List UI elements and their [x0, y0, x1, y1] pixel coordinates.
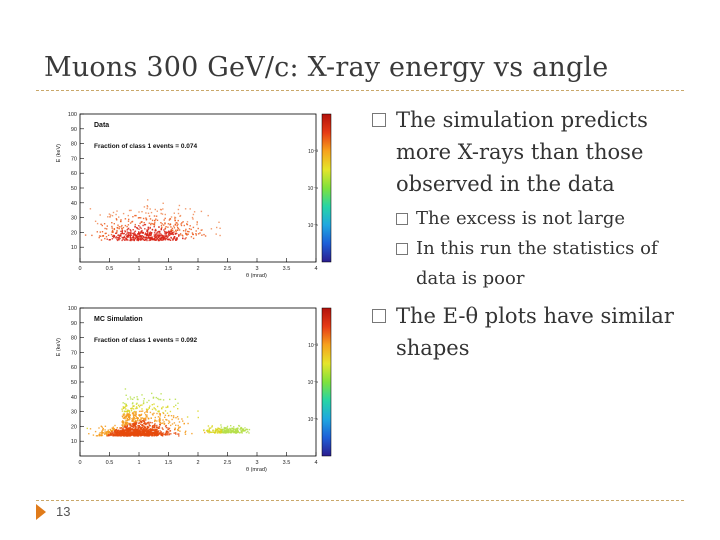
x-tick-label: 2	[196, 460, 199, 466]
y-axis-label: E (keV)	[56, 144, 62, 163]
x-tick-label: 1	[137, 266, 140, 272]
plot-annotation: Fraction of class 1 events = 0.074	[94, 143, 198, 150]
sub-bullet-text: In this run the statistics of data is po…	[416, 238, 658, 289]
y-tick-label: 10	[71, 245, 77, 251]
bullet-text: The E-θ plots have similar shapes	[396, 304, 674, 360]
colorbar	[321, 113, 332, 263]
checkbox-bullet-icon	[372, 309, 386, 323]
y-tick-label: 60	[71, 365, 77, 371]
x-tick-label: 4	[314, 460, 317, 466]
y-tick-label: 80	[71, 142, 77, 148]
y-tick-label: 80	[71, 336, 77, 342]
bullet-text: The simulation predicts more X-rays than…	[396, 108, 648, 196]
x-tick-label: 1	[137, 460, 140, 466]
x-tick-label: 0	[78, 266, 81, 272]
checkbox-bullet-icon	[372, 113, 386, 127]
sub-bullet-item: The excess is not large	[372, 204, 692, 234]
x-axis-label: θ (mrad)	[246, 273, 267, 279]
x-tick-label: 4	[314, 266, 317, 272]
plot-title: MC Simulation	[94, 316, 143, 323]
title-divider	[36, 90, 684, 91]
x-tick-label: 3.5	[283, 266, 291, 272]
colorbar-label: 10⁻⁴	[308, 186, 318, 192]
sub-bullet-text: The excess is not large	[416, 208, 626, 229]
x-tick-label: 2.5	[224, 460, 232, 466]
y-tick-label: 40	[71, 395, 77, 401]
plot-title: Data	[94, 122, 109, 129]
y-tick-label: 100	[68, 306, 77, 312]
data-points	[84, 199, 221, 242]
y-axis-label: E (keV)	[56, 338, 62, 357]
y-tick-label: 70	[71, 156, 77, 162]
plot-frame	[79, 113, 317, 263]
mc-simulation-plot: 10⁻⁵ 10⁻⁴ 10⁻³ 0 0.5 1 1.5 2 2.5 3 3.5 4 10 20 30 40 50 6…	[56, 306, 332, 473]
colorbar-label: 10⁻⁴	[308, 380, 318, 386]
y-tick-label: 20	[71, 424, 77, 430]
colorbar-label: 10⁻³	[308, 343, 318, 349]
y-tick-label: 40	[71, 201, 77, 207]
y-tick-label: 70	[71, 350, 77, 356]
x-tick-label: 2.5	[224, 266, 232, 272]
y-tick-label: 100	[68, 112, 77, 118]
x-tick-label: 0	[78, 460, 81, 466]
y-tick-label: 90	[71, 127, 77, 133]
y-tick-label: 50	[71, 380, 77, 386]
arrow-icon	[36, 504, 46, 520]
colorbar-label: 10⁻⁵	[308, 223, 318, 229]
y-tick-label: 30	[71, 410, 77, 416]
x-tick-label: 3	[255, 266, 258, 272]
y-tick-label: 20	[71, 230, 77, 236]
checkbox-bullet-icon	[396, 213, 408, 225]
x-tick-label: 0.5	[106, 460, 114, 466]
slide-number: 13	[56, 504, 71, 519]
bullet-item: The simulation predicts more X-rays than…	[372, 104, 692, 200]
y-tick-label: 60	[71, 171, 77, 177]
checkbox-bullet-icon	[396, 243, 408, 255]
plot-annotation: Fraction of class 1 events = 0.092	[94, 337, 198, 344]
data-plot: 10⁻⁵ 10⁻⁴ 10⁻³ 0 0.5 1 1.5 2 2.5 3 3.5 4 10 20 30 40 50 6…	[56, 112, 332, 279]
slide-title: Muons 300 GeV/c: X-ray energy vs angle	[44, 52, 609, 83]
colorbar-label: 10⁻³	[308, 149, 318, 155]
bullet-list: The simulation predicts more X-rays than…	[372, 104, 692, 364]
x-tick-label: 3.5	[283, 460, 291, 466]
sub-bullet-item: In this run the statistics of data is po…	[372, 234, 692, 294]
data-points	[86, 388, 251, 437]
colorbar-label: 10⁻⁵	[308, 417, 318, 423]
x-tick-label: 2	[196, 266, 199, 272]
colorbar	[321, 307, 332, 457]
y-tick-label: 50	[71, 186, 77, 192]
x-tick-label: 1.5	[165, 266, 173, 272]
bullet-item: The E-θ plots have similar shapes	[372, 300, 692, 364]
x-tick-label: 1.5	[165, 460, 173, 466]
x-tick-label: 0.5	[106, 266, 114, 272]
y-tick-label: 10	[71, 439, 77, 445]
x-tick-label: 3	[255, 460, 258, 466]
x-axis-label: θ (mrad)	[246, 467, 267, 473]
y-tick-label: 30	[71, 216, 77, 222]
y-tick-label: 90	[71, 321, 77, 327]
footer-divider	[36, 500, 684, 501]
